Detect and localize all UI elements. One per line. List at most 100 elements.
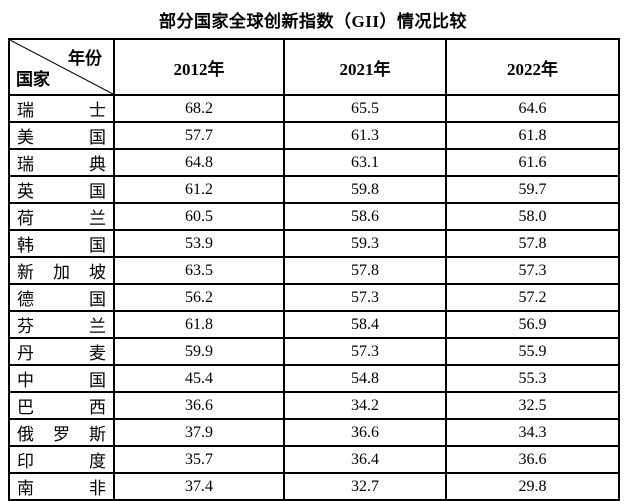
country-name: 丹麦: [17, 344, 106, 363]
value-cell: 58.4: [283, 310, 447, 339]
country-name: 德国: [17, 290, 106, 309]
country-cell: 芬兰: [8, 310, 115, 339]
table-row: 韩国 53.9 59.3 57.8: [8, 229, 620, 258]
value-cell: 57.3: [283, 337, 447, 366]
value-cell: 61.8: [445, 121, 620, 150]
year-header-2021: 2021年: [283, 38, 447, 96]
value-cell: 58.0: [445, 202, 620, 231]
corner-header-cell: 年份 国家: [8, 38, 115, 96]
table-row: 美国 57.7 61.3 61.8: [8, 121, 620, 150]
value-cell: 61.6: [445, 148, 620, 177]
country-name: 巴西: [17, 398, 106, 417]
value-cell: 59.7: [445, 175, 620, 204]
country-name: 美国: [17, 128, 106, 147]
table-row: 南非 37.4 32.7 29.8: [8, 472, 620, 501]
country-name: 中国: [17, 371, 106, 390]
country-name: 英国: [17, 182, 106, 201]
value-cell: 58.6: [283, 202, 447, 231]
value-cell: 59.3: [283, 229, 447, 258]
value-cell: 36.6: [113, 391, 285, 420]
value-cell: 29.8: [445, 472, 620, 501]
table-row: 俄罗斯 37.9 36.6 34.3: [8, 418, 620, 447]
country-name: 俄罗斯: [17, 425, 106, 444]
value-cell: 36.6: [445, 445, 620, 474]
country-cell: 英国: [8, 175, 115, 204]
table-body: 瑞士 68.2 65.5 64.6 美国 57.7 61.3 61.8 瑞典 64.8 63.1 61…: [8, 94, 620, 501]
value-cell: 36.6: [283, 418, 447, 447]
value-cell: 60.5: [113, 202, 285, 231]
value-cell: 36.4: [283, 445, 447, 474]
value-cell: 34.2: [283, 391, 447, 420]
corner-year-label: 年份: [68, 49, 102, 68]
value-cell: 63.1: [283, 148, 447, 177]
country-name: 南非: [17, 479, 106, 498]
value-cell: 65.5: [283, 94, 447, 123]
value-cell: 56.2: [113, 283, 285, 312]
gii-table: 年份 国家 2012年 2021年 2022年 瑞士 68.2 65.5 64.6 美国…: [8, 38, 620, 501]
value-cell: 45.4: [113, 364, 285, 393]
country-cell: 印度: [8, 445, 115, 474]
value-cell: 57.3: [445, 256, 620, 285]
table-row: 荷兰 60.5 58.6 58.0: [8, 202, 620, 231]
year-header-2022: 2022年: [445, 38, 620, 96]
value-cell: 35.7: [113, 445, 285, 474]
table-row: 芬兰 61.8 58.4 56.9: [8, 310, 620, 339]
value-cell: 61.8: [113, 310, 285, 339]
value-cell: 57.8: [445, 229, 620, 258]
value-cell: 37.9: [113, 418, 285, 447]
country-cell: 丹麦: [8, 337, 115, 366]
country-name: 印度: [17, 452, 106, 471]
diagonal-divider-line: [10, 40, 113, 94]
country-name: 瑞士: [17, 101, 106, 120]
country-cell: 韩国: [8, 229, 115, 258]
value-cell: 61.2: [113, 175, 285, 204]
value-cell: 57.8: [283, 256, 447, 285]
country-name: 荷兰: [17, 209, 106, 228]
value-cell: 59.9: [113, 337, 285, 366]
country-name: 瑞典: [17, 155, 106, 174]
value-cell: 34.3: [445, 418, 620, 447]
country-cell: 德国: [8, 283, 115, 312]
table-row: 丹麦 59.9 57.3 55.9: [8, 337, 620, 366]
value-cell: 53.9: [113, 229, 285, 258]
value-cell: 57.3: [283, 283, 447, 312]
table-row: 瑞典 64.8 63.1 61.6: [8, 148, 620, 177]
value-cell: 55.3: [445, 364, 620, 393]
value-cell: 37.4: [113, 472, 285, 501]
table-row: 中国 45.4 54.8 55.3: [8, 364, 620, 393]
value-cell: 57.2: [445, 283, 620, 312]
value-cell: 32.5: [445, 391, 620, 420]
value-cell: 63.5: [113, 256, 285, 285]
value-cell: 64.6: [445, 94, 620, 123]
country-cell: 俄罗斯: [8, 418, 115, 447]
country-name: 韩国: [17, 236, 106, 255]
country-cell: 巴西: [8, 391, 115, 420]
country-cell: 美国: [8, 121, 115, 150]
table-row: 瑞士 68.2 65.5 64.6: [8, 94, 620, 123]
country-name: 新加坡: [17, 263, 106, 282]
header-row: 年份 国家 2012年 2021年 2022年: [8, 38, 620, 96]
table-row: 印度 35.7 36.4 36.6: [8, 445, 620, 474]
country-cell: 中国: [8, 364, 115, 393]
country-cell: 瑞典: [8, 148, 115, 177]
value-cell: 61.3: [283, 121, 447, 150]
value-cell: 54.8: [283, 364, 447, 393]
value-cell: 68.2: [113, 94, 285, 123]
page-title: 部分国家全球创新指数（GII）情况比较: [159, 12, 467, 31]
value-cell: 32.7: [283, 472, 447, 501]
country-cell: 瑞士: [8, 94, 115, 123]
value-cell: 55.9: [445, 337, 620, 366]
year-header-2012: 2012年: [113, 38, 285, 96]
country-name: 芬兰: [17, 317, 106, 336]
table-row: 德国 56.2 57.3 57.2: [8, 283, 620, 312]
value-cell: 56.9: [445, 310, 620, 339]
table-row: 新加坡 63.5 57.8 57.3: [8, 256, 620, 285]
country-cell: 南非: [8, 472, 115, 501]
value-cell: 57.7: [113, 121, 285, 150]
value-cell: 64.8: [113, 148, 285, 177]
country-cell: 荷兰: [8, 202, 115, 231]
corner-country-label: 国家: [16, 70, 50, 89]
country-cell: 新加坡: [8, 256, 115, 285]
table-row: 巴西 36.6 34.2 32.5: [8, 391, 620, 420]
table-row: 英国 61.2 59.8 59.7: [8, 175, 620, 204]
